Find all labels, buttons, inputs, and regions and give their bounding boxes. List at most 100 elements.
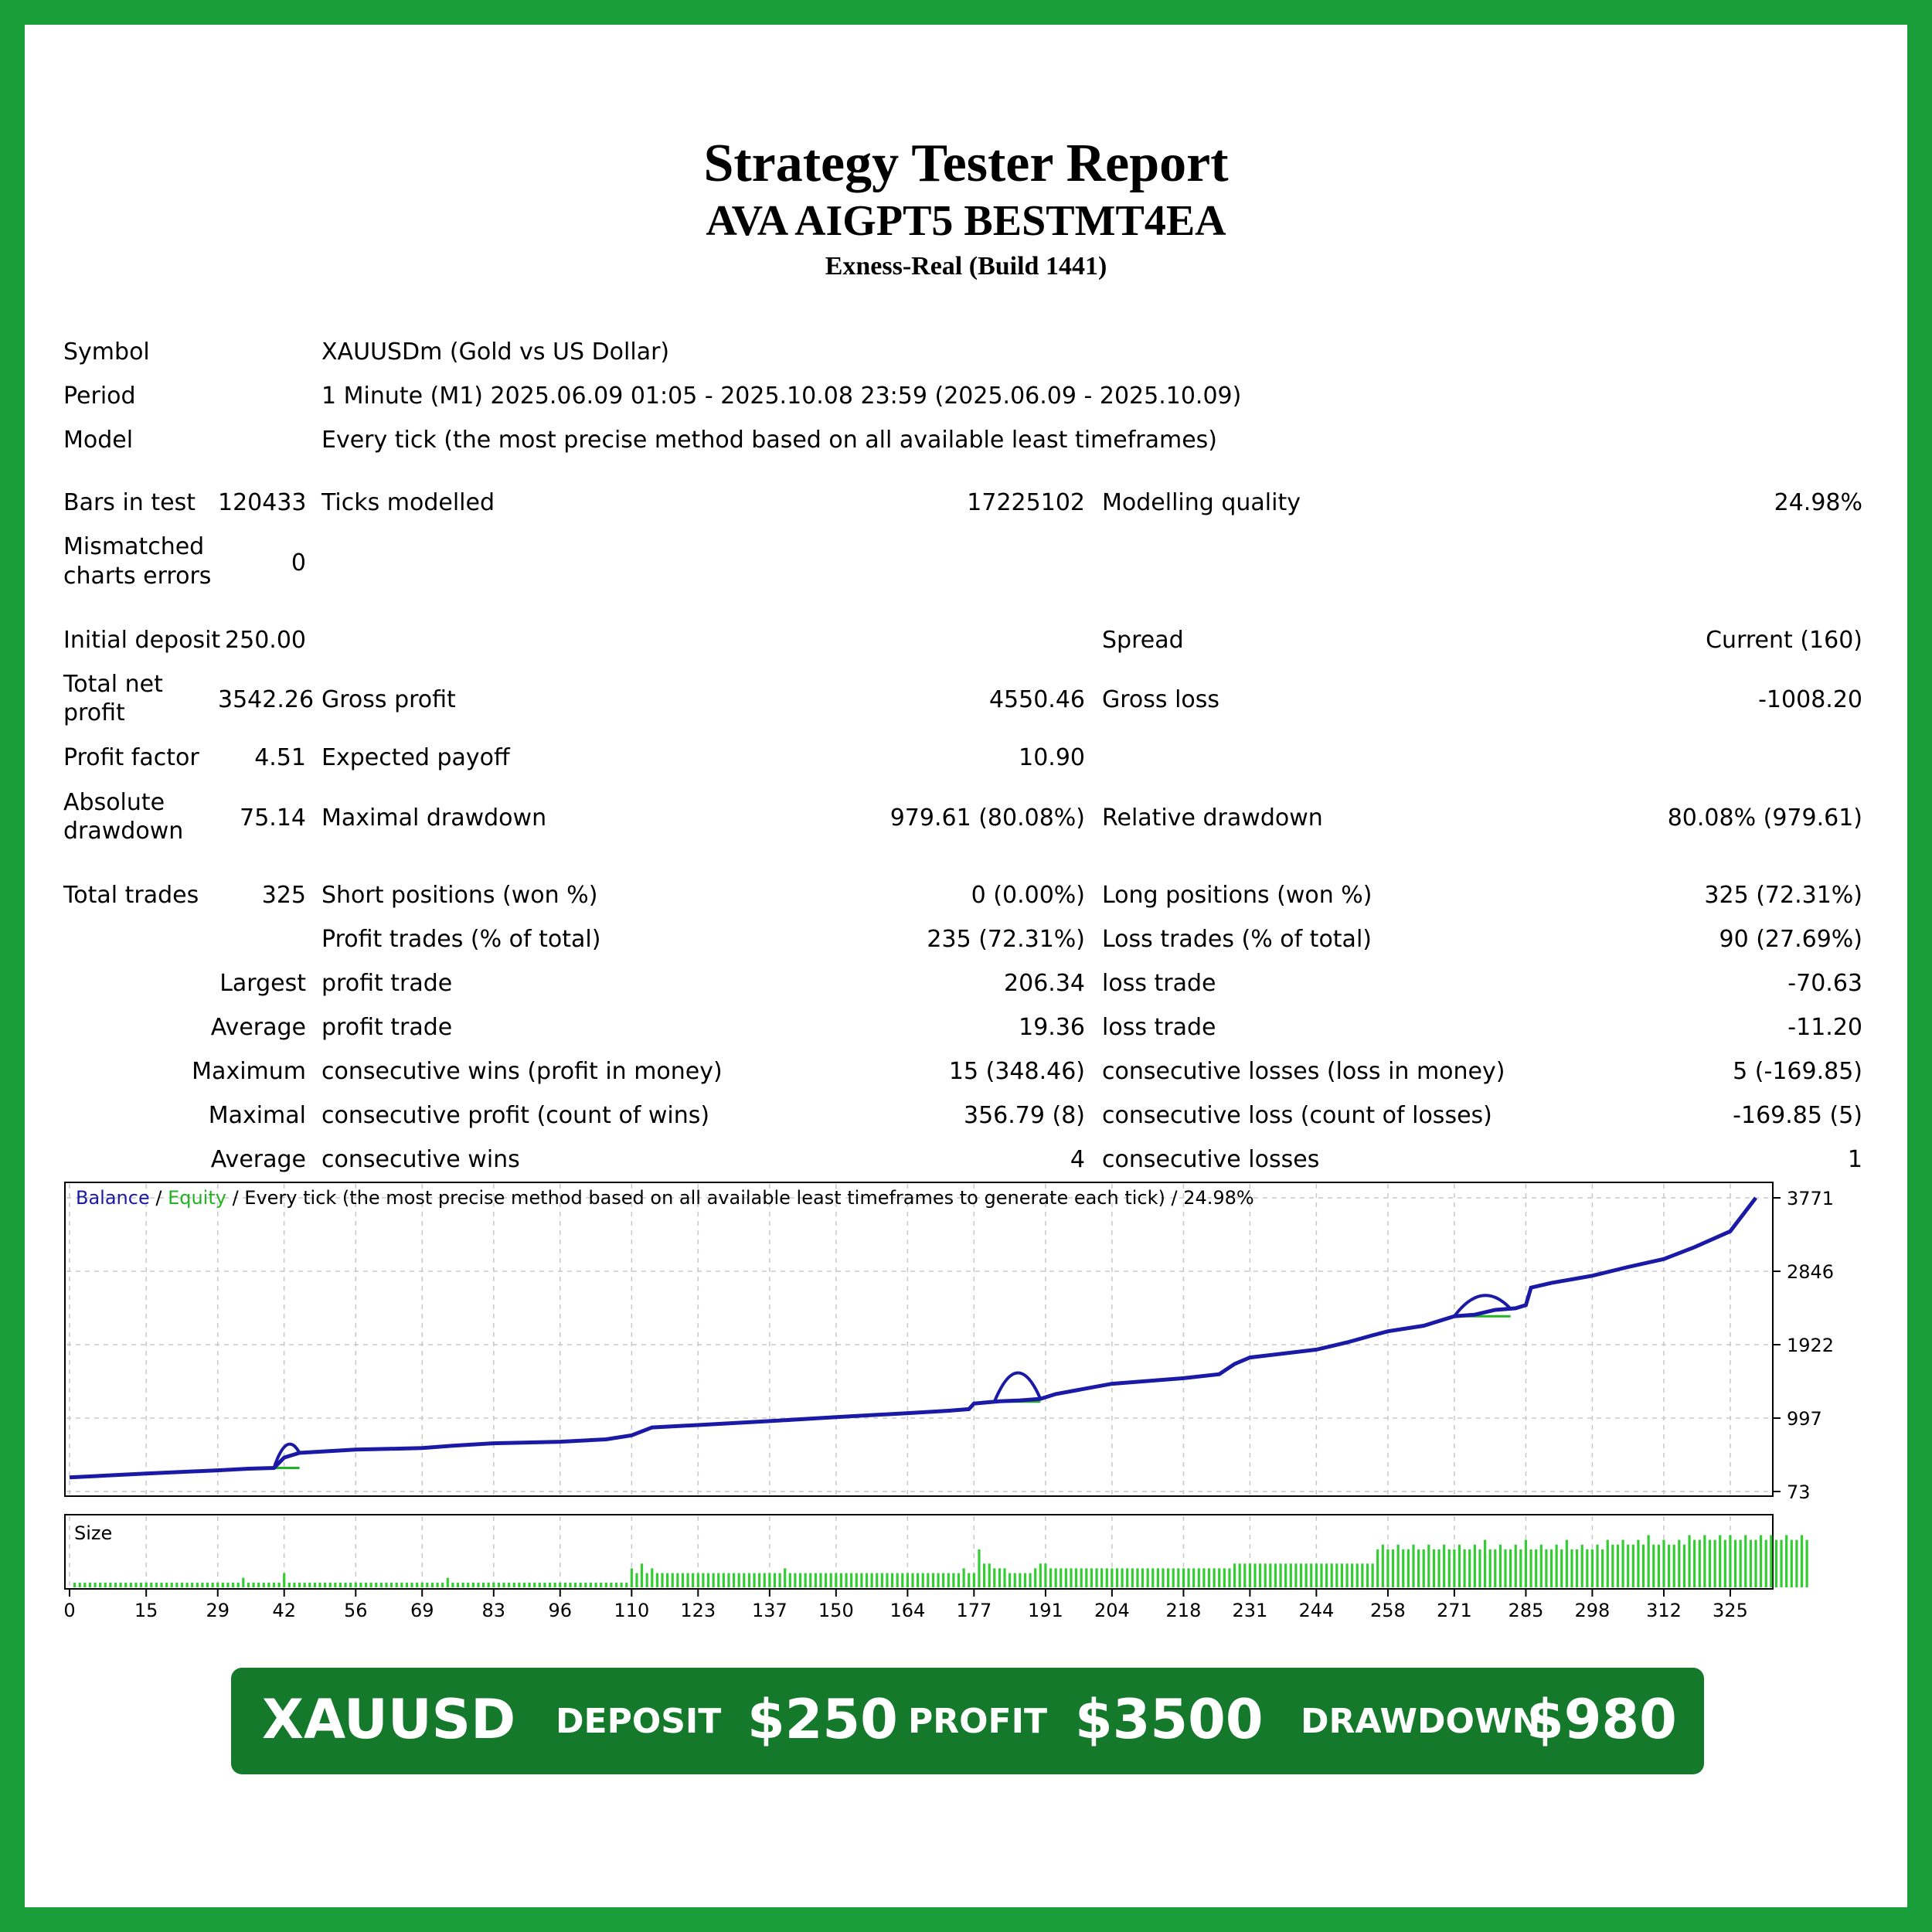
short-value: 0 (0.00%) [971,882,1085,909]
size-bar [1662,1539,1665,1587]
banner-drawdown-label: DRAWDOWN [1301,1702,1541,1741]
size-bar [1315,1563,1318,1587]
size-bar [1498,1544,1502,1587]
avg-wins-label: consecutive wins [321,1146,520,1173]
equity-bump [272,1442,301,1469]
size-bar [420,1582,423,1587]
size-bar [655,1573,658,1587]
legend-sep: / [150,1187,168,1209]
size-bar [804,1573,807,1587]
size-bar [354,1582,357,1587]
short-label: Short positions (won %) [321,882,598,909]
banner-deposit-value: $250 [747,1688,898,1751]
size-bar [1213,1568,1216,1587]
size-bar [1586,1549,1589,1587]
x-tick-label: 123 [680,1600,716,1621]
pf-label: Profit factor [63,744,199,771]
size-bar [481,1582,485,1587]
size-bar [1146,1568,1149,1587]
size-bar [324,1582,327,1587]
size-bar [1713,1539,1716,1587]
size-bar [1289,1563,1292,1587]
size-bar [706,1573,710,1587]
size-bar [349,1582,352,1587]
largest-loss-label: loss trade [1102,970,1216,997]
size-bar [196,1582,199,1587]
y-axis-ticks: 3771 2846 1922 997 73 [1773,1188,1833,1503]
size-bar [1575,1549,1579,1587]
size-bar [880,1573,883,1587]
size-bar [1641,1544,1645,1587]
size-bar [1693,1539,1696,1587]
size-bar [640,1563,644,1587]
size-bar [1657,1544,1660,1587]
size-bar [124,1582,128,1587]
max-losses-label: consecutive losses (loss in money) [1102,1058,1505,1085]
size-bar [1800,1535,1804,1587]
size-bar [1060,1568,1063,1587]
bars-value: 120433 [218,489,307,516]
size-bar [1207,1568,1211,1587]
size-bar [416,1582,419,1587]
size-bar [1473,1544,1476,1587]
size-bar [982,1563,986,1587]
size-bar [94,1582,97,1587]
size-bar [947,1573,950,1587]
size-bar [563,1582,566,1587]
netprofit-value: 3542.26 [218,686,315,713]
size-bar [1545,1549,1548,1587]
size-bar [1192,1568,1196,1587]
spread-label: Spread [1102,627,1184,654]
size-bar [1177,1568,1180,1587]
size-bar [671,1573,674,1587]
x-tick-label: 164 [889,1600,925,1621]
size-bar [1248,1563,1251,1587]
size-bar [1514,1544,1517,1587]
size-bar [645,1573,648,1587]
size-bar [610,1582,613,1587]
largest-profit-label: profit trade [321,970,453,997]
size-bar [522,1582,526,1587]
size-bar [1402,1549,1405,1587]
size-bar [579,1582,582,1587]
size-bar [1330,1563,1333,1587]
size-bar [998,1568,1002,1587]
size-bar [114,1582,117,1587]
size-label: Size [74,1522,112,1544]
size-bar [1458,1544,1461,1587]
size-bar [257,1582,260,1587]
size-bar [477,1582,480,1587]
size-bar [1785,1535,1788,1587]
maximal-profit-label: consecutive profit (count of wins) [321,1102,710,1129]
size-bar [1764,1539,1767,1587]
size-bar [886,1573,889,1587]
size-bar [293,1582,296,1587]
size-bar [1274,1563,1277,1587]
chart-frame [64,1182,1774,1497]
size-bar [1335,1563,1338,1587]
size-bar [890,1573,894,1587]
size-bar [625,1582,628,1587]
size-bar [73,1582,77,1587]
size-bar [702,1573,705,1587]
size-bar [298,1582,301,1587]
x-tick-label: 312 [1646,1600,1682,1621]
model-label: Model [63,427,134,454]
size-bar [1754,1539,1757,1587]
size-bar [1009,1573,1012,1587]
average2-label: Average [210,1146,306,1173]
size-bar [824,1573,828,1587]
grossloss-label: Gross loss [1102,686,1220,713]
size-bar [604,1582,607,1587]
size-bar [737,1573,740,1587]
size-bar [1187,1568,1190,1587]
size-bar [538,1582,541,1587]
size-bar [1223,1568,1226,1587]
average-label: Average [210,1014,306,1041]
size-bar [242,1577,245,1587]
size-bar [1549,1549,1553,1587]
size-bar [83,1582,87,1587]
size-bar [272,1582,276,1587]
model-value: Every tick (the most precise method base… [321,427,1217,454]
max-wins-label: consecutive wins (profit in money) [321,1058,723,1085]
